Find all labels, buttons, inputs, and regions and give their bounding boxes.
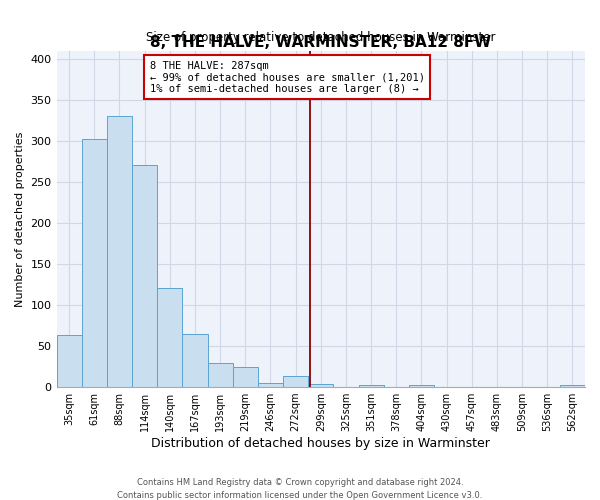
Bar <box>258 383 283 387</box>
Text: 8 THE HALVE: 287sqm
← 99% of detached houses are smaller (1,201)
1% of semi-deta: 8 THE HALVE: 287sqm ← 99% of detached ho… <box>149 60 425 94</box>
Title: 8, THE HALVE, WARMINSTER, BA12 8FW: 8, THE HALVE, WARMINSTER, BA12 8FW <box>150 34 491 50</box>
Bar <box>283 376 308 387</box>
Bar <box>560 384 585 387</box>
Bar <box>82 140 107 387</box>
Bar <box>409 386 434 387</box>
Bar <box>157 288 182 387</box>
Bar <box>208 364 233 387</box>
X-axis label: Distribution of detached houses by size in Warminster: Distribution of detached houses by size … <box>151 437 490 450</box>
Bar <box>359 386 383 387</box>
Bar <box>56 336 82 387</box>
Y-axis label: Number of detached properties: Number of detached properties <box>15 131 25 306</box>
Bar <box>233 366 258 387</box>
Bar <box>182 334 208 387</box>
Bar <box>308 384 334 387</box>
Bar <box>132 164 157 387</box>
Bar <box>107 116 132 387</box>
Text: Contains HM Land Registry data © Crown copyright and database right 2024.
Contai: Contains HM Land Registry data © Crown c… <box>118 478 482 500</box>
Text: Size of property relative to detached houses in Warminster: Size of property relative to detached ho… <box>146 31 496 44</box>
